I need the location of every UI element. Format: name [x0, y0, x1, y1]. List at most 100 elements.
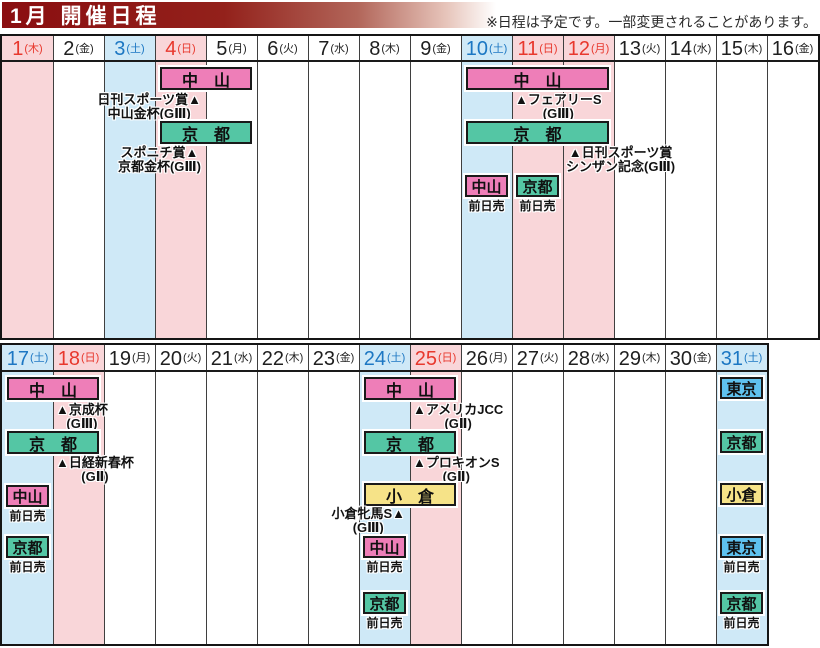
venue-box-tokyo: 東京: [720, 536, 763, 558]
date-weekday: (水): [692, 42, 712, 55]
date-weekday: (木): [743, 42, 763, 55]
date-weekday: (木): [284, 352, 304, 364]
date-cell-27: 27 (火): [512, 345, 563, 372]
race-label: ▲日経新春杯 (GⅡ): [56, 456, 134, 483]
venue-box-nakayama: 中山: [465, 175, 508, 197]
date-number: 25: [414, 347, 437, 370]
date-number: 14: [669, 38, 692, 60]
presale-caption: 前日売: [9, 560, 46, 574]
race-label-line: スポニチ賞▲: [120, 145, 199, 160]
date-number: 12: [567, 38, 590, 60]
venue-box-kyoto: 京都: [720, 431, 763, 453]
date-weekday: (水): [330, 42, 349, 55]
venue-bar-kyoto: 京 都: [466, 121, 609, 144]
grid-column-line: [614, 345, 615, 644]
grid-column-line: [53, 345, 54, 644]
date-cell-11: 11 (日): [512, 36, 563, 62]
race-label: ▲京成杯 (GⅢ): [56, 403, 108, 430]
date-weekday: (土): [29, 352, 49, 364]
race-label-line: 中山金杯(GⅢ): [107, 105, 191, 121]
grid-column-line: [155, 36, 156, 338]
race-label-line: (GⅢ): [66, 415, 98, 431]
date-number: 1: [12, 38, 24, 60]
grid-column-line: [665, 36, 666, 338]
date-number: 6: [267, 38, 279, 60]
date-weekday: (日): [80, 352, 100, 364]
date-number: 2: [63, 38, 75, 60]
grid-column-line: [716, 345, 717, 644]
date-cell-20: 20 (火): [155, 345, 206, 372]
date-cell-23: 23 (金): [308, 345, 359, 372]
date-cell-15: 15 (木): [716, 36, 767, 62]
race-label: ▲プロキオンS (GⅡ): [413, 456, 500, 483]
presale-caption: 前日売: [723, 616, 760, 630]
race-label-line: 京都金杯(GⅢ): [117, 158, 201, 174]
race-label-line: ▲日経新春杯: [56, 455, 134, 470]
venue-bar-kokura: 小 倉: [364, 483, 456, 506]
date-weekday: (土): [743, 352, 763, 364]
date-weekday: (木): [24, 42, 43, 55]
race-label-line: ▲日刊スポーツ賞: [568, 145, 673, 160]
date-weekday: (月): [228, 42, 247, 55]
date-cell-22: 22 (木): [257, 345, 308, 372]
venue-box-nakayama: 中山: [6, 485, 49, 507]
venue-bar-kyoto: 京 都: [7, 431, 99, 454]
date-cell-30: 30 (金): [665, 345, 716, 372]
date-weekday: (土): [126, 42, 145, 55]
date-number: 31: [720, 347, 743, 370]
grid-column-line: [206, 36, 207, 338]
date-number: 13: [618, 38, 641, 60]
date-number: 18: [57, 347, 80, 370]
race-label: ▲日刊スポーツ賞 シンザン記念(GⅢ): [566, 146, 675, 173]
date-row-divider: [2, 370, 767, 372]
schedule-note: ※日程は予定です。一部変更されることがあります。: [486, 14, 817, 30]
race-label: 小倉牝馬S▲ (GⅢ): [331, 507, 405, 534]
grid-column-line: [257, 36, 258, 338]
date-weekday: (木): [641, 352, 661, 364]
date-row-divider: [2, 60, 818, 62]
date-weekday: (日): [177, 42, 196, 55]
date-cell-4: 4 (日): [155, 36, 206, 62]
grid-column-line: [512, 345, 513, 644]
venue-bar-kyoto: 京 都: [364, 431, 456, 454]
date-weekday: (木): [381, 42, 400, 55]
grid-column-line: [563, 345, 564, 644]
date-weekday: (日): [437, 352, 457, 364]
venue-box-nakayama: 中山: [363, 536, 406, 558]
grid-column-line: [716, 36, 717, 338]
date-weekday: (金): [335, 352, 355, 364]
race-label: 日刊スポーツ賞▲ 中山金杯(GⅢ): [97, 93, 201, 120]
date-cell-13: 13 (火): [614, 36, 665, 62]
race-label: スポニチ賞▲ 京都金杯(GⅢ): [118, 146, 201, 173]
date-cell-5: 5 (月): [206, 36, 257, 62]
date-cell-24: 24 (土): [359, 345, 410, 372]
date-number: 10: [465, 38, 488, 60]
date-number: 20: [159, 347, 182, 370]
race-label-line: 小倉牝馬S▲: [331, 506, 405, 521]
date-weekday: (月): [590, 42, 610, 55]
date-cell-18: 18 (日): [53, 345, 104, 372]
presale-caption: 前日売: [9, 509, 46, 523]
day-column-stripe: [104, 36, 155, 338]
date-cell-17: 17 (土): [2, 345, 53, 372]
date-cell-26: 26 (月): [461, 345, 512, 372]
grid-column-line: [104, 345, 105, 644]
date-cell-29: 29 (木): [614, 345, 665, 372]
venue-box-kyoto: 京都: [720, 592, 763, 614]
presale-caption: 前日売: [366, 616, 403, 630]
date-number: 26: [465, 347, 488, 370]
date-cell-16: 16 (金): [767, 36, 818, 62]
race-label-line: ▲フェアリーS: [515, 92, 602, 107]
grid-column-line: [155, 345, 156, 644]
grid-column-line: [461, 36, 462, 338]
date-weekday: (月): [488, 352, 508, 364]
race-label-line: (GⅡ): [444, 415, 472, 431]
race-label-line: (GⅡ): [81, 468, 109, 484]
race-label: ▲フェアリーS (GⅢ): [515, 93, 602, 120]
date-cell-31: 31 (土): [716, 345, 767, 372]
date-number: 11: [517, 38, 539, 60]
date-cell-21: 21 (水): [206, 345, 257, 372]
date-number: 5: [216, 38, 228, 60]
grid-column-line: [206, 345, 207, 644]
date-weekday: (金): [432, 42, 451, 55]
